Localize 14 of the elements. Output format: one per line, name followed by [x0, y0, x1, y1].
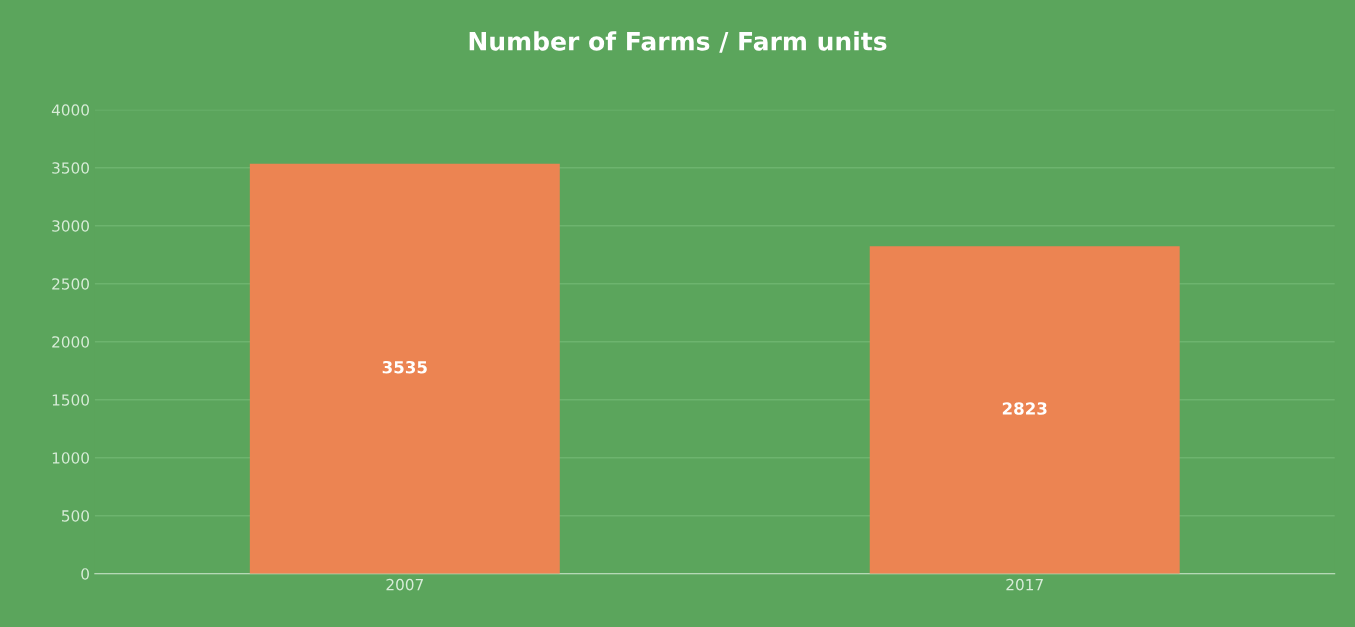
data-label: 3535: [382, 360, 427, 374]
x-tick-label: 2017: [1006, 578, 1043, 591]
y-tick-label: 4000: [51, 104, 89, 116]
y-tick-label: 2500: [52, 278, 89, 290]
data-label: 2823: [1002, 402, 1047, 415]
y-tick-label: 500: [62, 510, 89, 522]
y-tick-label: 3500: [52, 162, 89, 174]
y-tick-label: 3000: [52, 220, 89, 232]
y-tick-label: 1500: [52, 394, 89, 406]
y-tick-label: 2000: [52, 336, 89, 348]
x-tick-label: 2007: [386, 578, 423, 591]
chart-title: Number of Farms / Farm units: [469, 31, 887, 53]
y-tick-label: 0: [81, 568, 89, 580]
y-tick-label: 1000: [52, 452, 89, 464]
